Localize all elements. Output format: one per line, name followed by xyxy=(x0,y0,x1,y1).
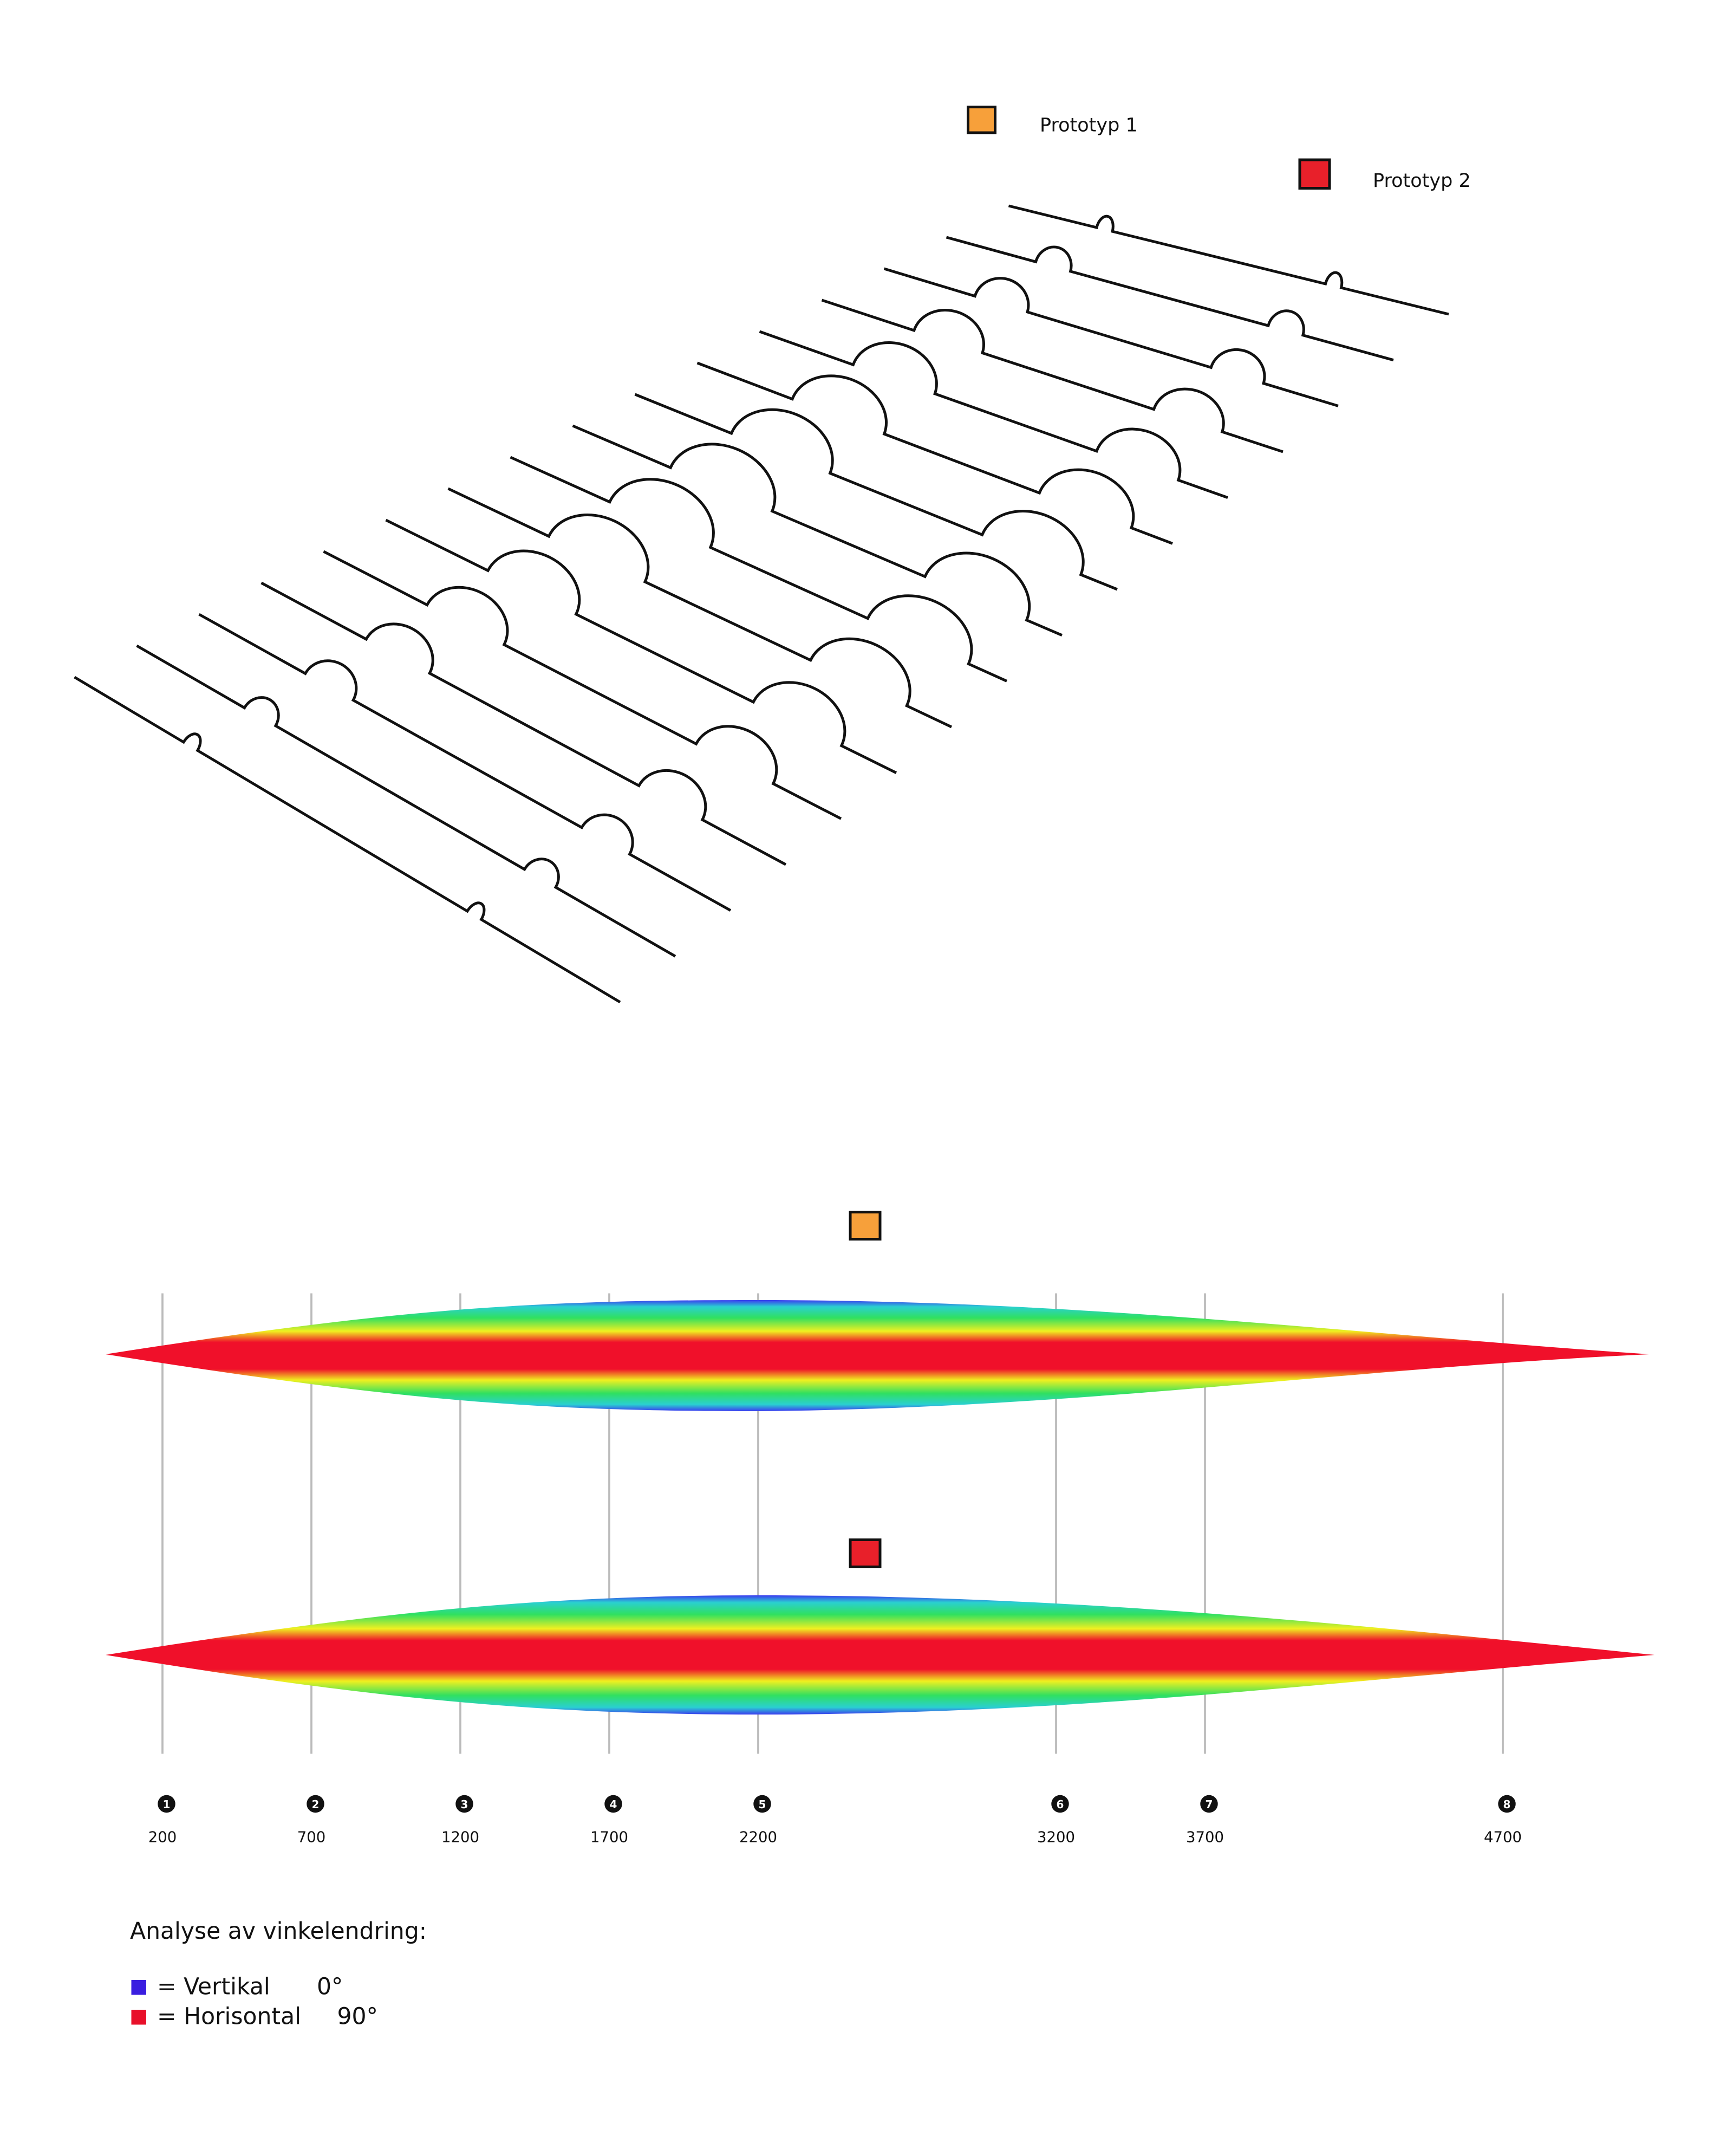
station-number: 4 xyxy=(610,1798,617,1811)
analysis-label: = Vertikal xyxy=(157,1974,270,2001)
station-position: 700 xyxy=(297,1829,326,1846)
profile-line xyxy=(821,298,1284,453)
station-badge xyxy=(307,1795,324,1813)
legend-label: Prototyp 1 xyxy=(1040,115,1138,137)
prototype-2-marker xyxy=(849,1538,882,1568)
profile-line xyxy=(946,236,1394,362)
profile-line xyxy=(260,581,787,866)
profile-line xyxy=(385,518,897,774)
analysis-swatch xyxy=(131,2010,146,2025)
profile-line xyxy=(447,487,953,729)
profile-line xyxy=(634,393,1118,591)
station-number: 3 xyxy=(461,1798,468,1811)
profile-line xyxy=(696,361,1173,545)
analysis-title: Analyse av vinkelendring: xyxy=(130,1918,427,1945)
station-badge xyxy=(1051,1795,1069,1813)
station-badge xyxy=(455,1795,473,1813)
analysis-angle: 90° xyxy=(337,2004,378,2030)
station-badge xyxy=(158,1795,175,1813)
station-position: 200 xyxy=(148,1829,177,1846)
analysis-label: = Horisontal xyxy=(157,2004,301,2030)
station-badge xyxy=(604,1795,622,1813)
profile-line xyxy=(883,267,1339,407)
profile-line xyxy=(74,676,621,1004)
analysis-swatch xyxy=(131,1980,146,1995)
station-badge xyxy=(1200,1795,1218,1813)
station-number: 1 xyxy=(163,1798,171,1811)
profile-line xyxy=(759,330,1228,499)
profile-line xyxy=(136,644,676,958)
station-badge xyxy=(1498,1795,1516,1813)
station-position: 1700 xyxy=(590,1829,628,1846)
profile-line xyxy=(510,456,1008,683)
profile-lines xyxy=(74,204,1449,1004)
station-number: 8 xyxy=(1503,1798,1511,1811)
station-position: 3200 xyxy=(1037,1829,1075,1846)
legend-label: Prototyp 2 xyxy=(1373,170,1471,192)
lens-prototype-2 xyxy=(106,1595,1654,1715)
station-position: 2200 xyxy=(739,1829,777,1846)
station-badge xyxy=(753,1795,771,1813)
legend-swatch xyxy=(967,106,996,134)
prototype-1-marker xyxy=(849,1211,882,1241)
profile-line xyxy=(323,550,842,820)
station-position: 4700 xyxy=(1484,1829,1522,1846)
station-number: 2 xyxy=(312,1798,320,1811)
analysis-angle: 0° xyxy=(317,1974,343,2001)
station-number: 5 xyxy=(759,1798,766,1811)
profile-line xyxy=(572,424,1063,637)
profile-line xyxy=(1008,204,1449,316)
legend-swatch xyxy=(1298,158,1331,190)
station-position: 1200 xyxy=(441,1829,479,1846)
station-number: 7 xyxy=(1206,1798,1213,1811)
station-position: 3700 xyxy=(1186,1829,1224,1846)
station-number: 6 xyxy=(1057,1798,1064,1811)
lens-prototype-1 xyxy=(106,1300,1649,1411)
profile-line xyxy=(198,613,732,912)
